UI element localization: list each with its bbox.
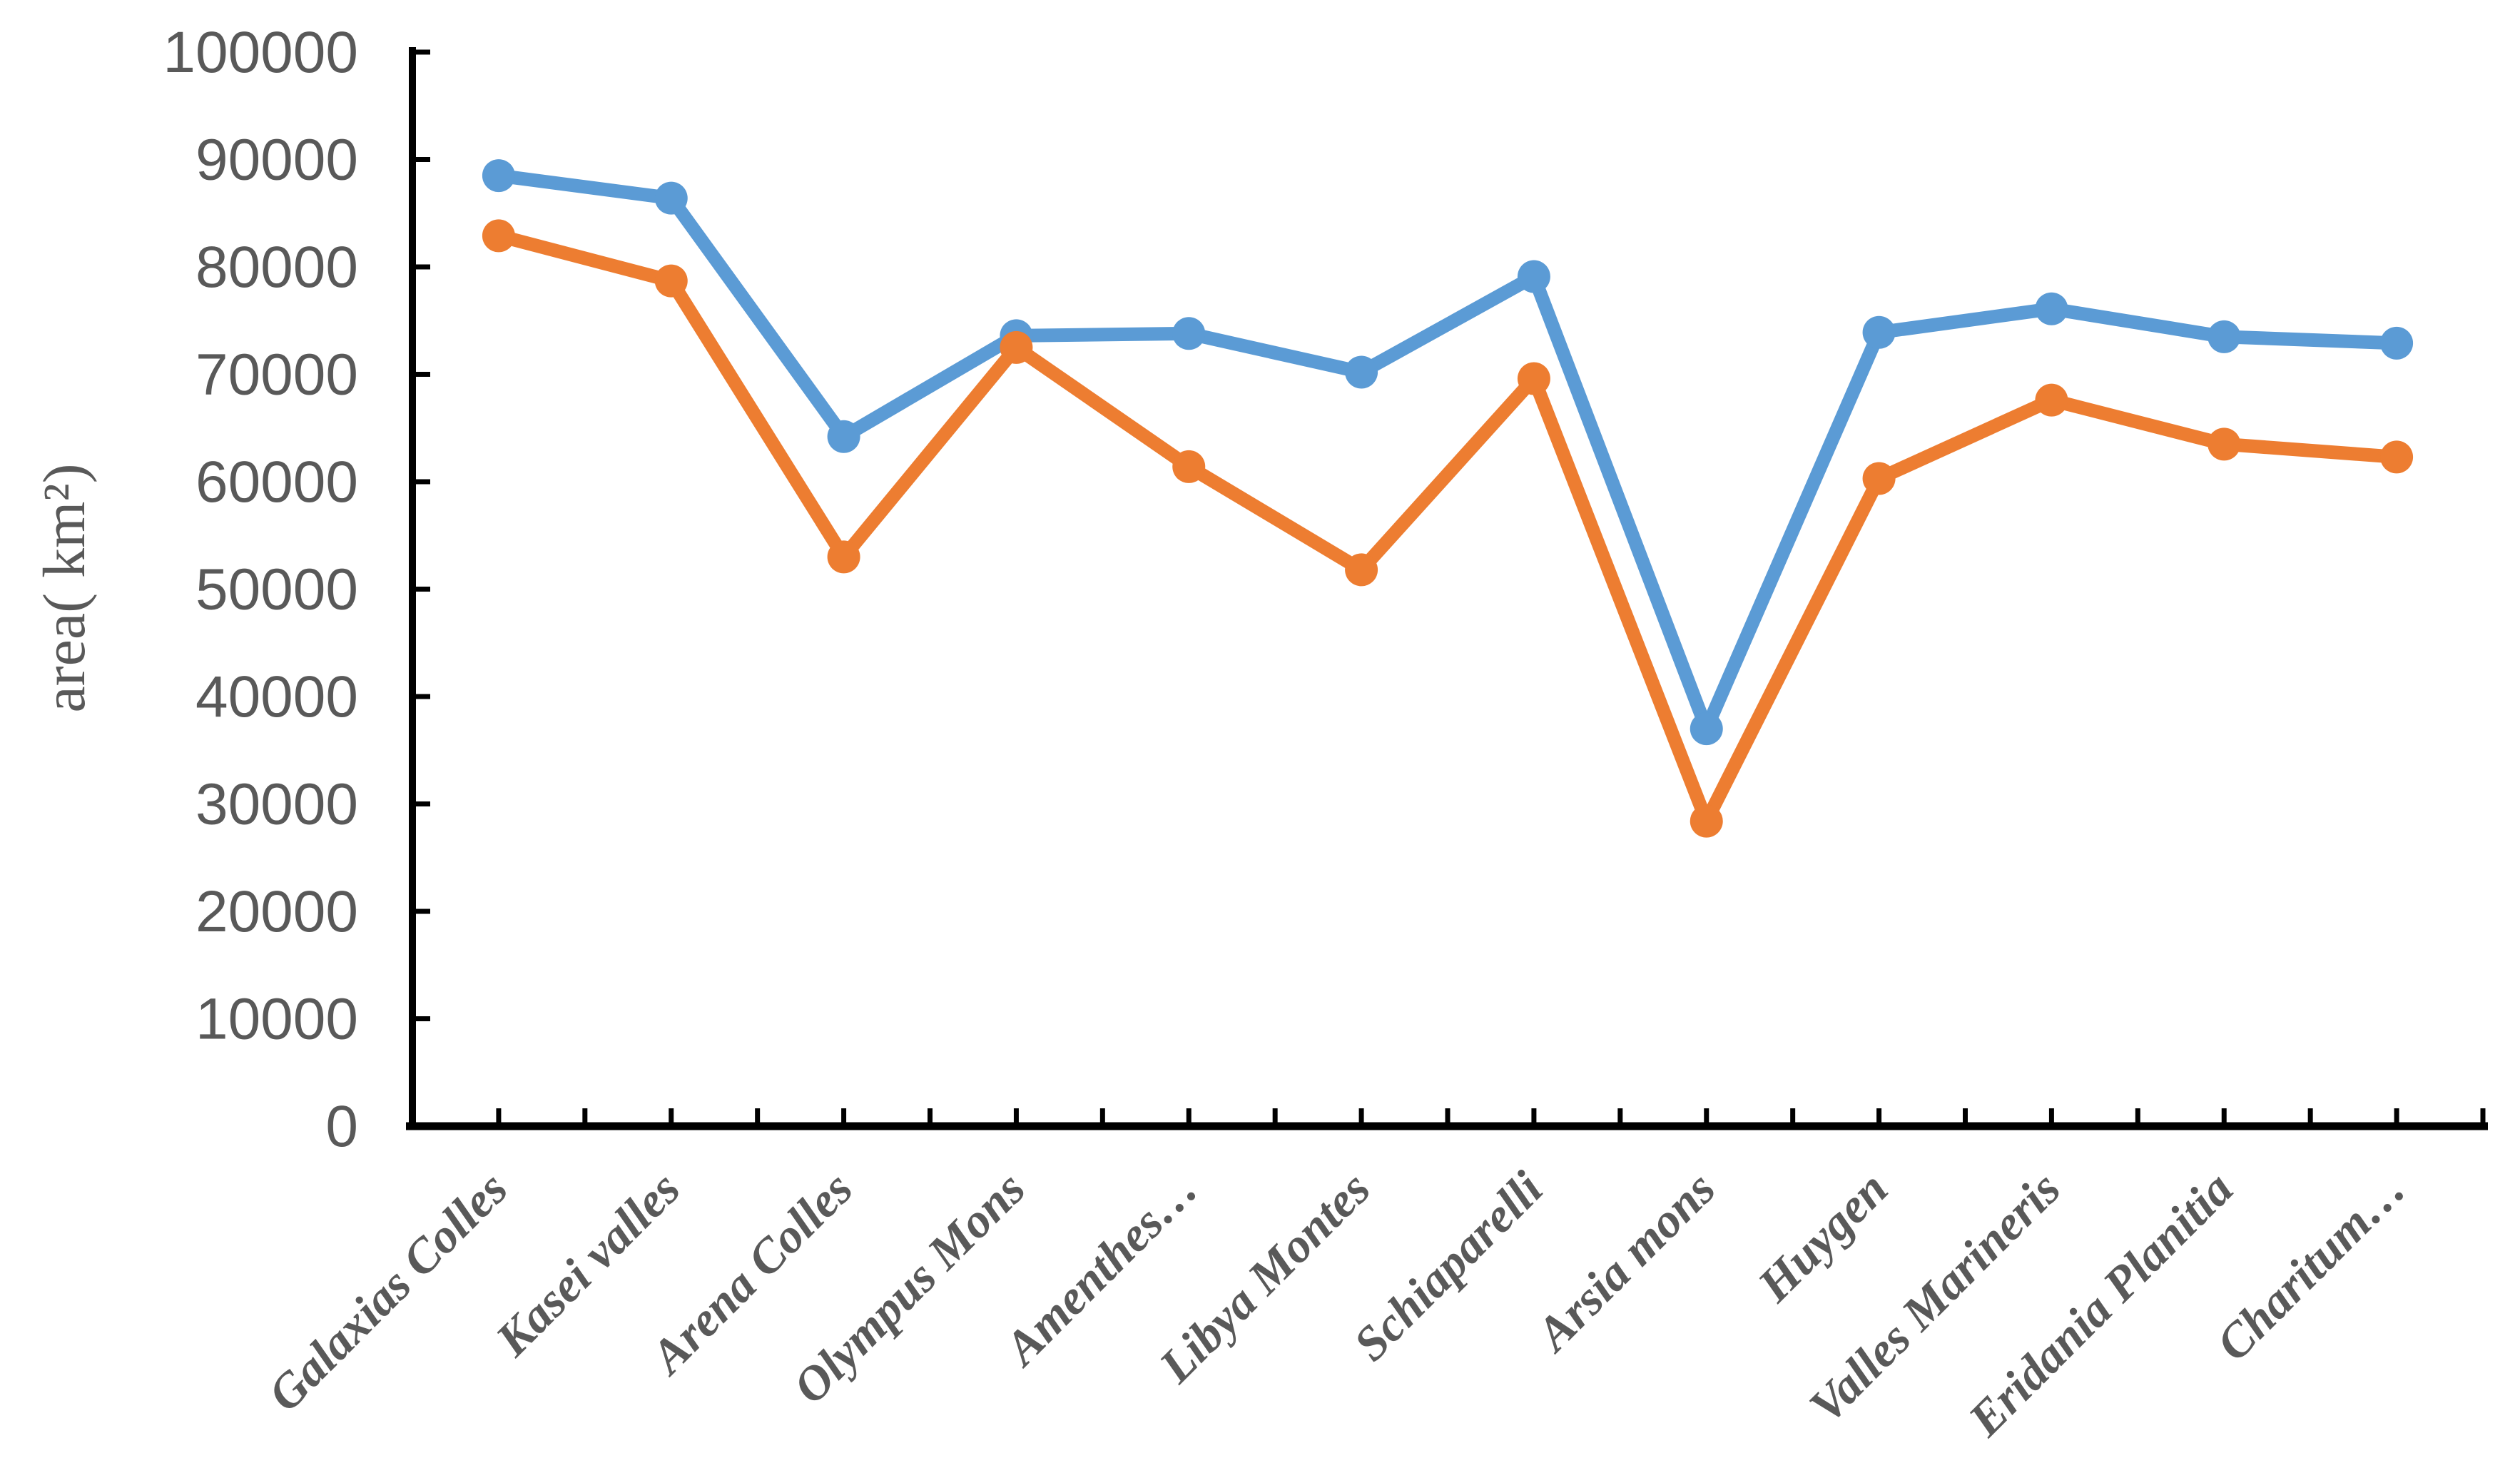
x-axis-label: Galaxias Colles <box>258 1161 518 1422</box>
x-axis-label: Schiaparelli <box>1343 1161 1553 1371</box>
series-blue-point <box>2380 326 2414 360</box>
series-blue-point <box>2207 320 2241 353</box>
y-tick-label: 50000 <box>195 557 358 622</box>
series-orange-line <box>492 228 2404 829</box>
series-blue-point <box>1345 355 1378 389</box>
series-layer <box>482 159 2414 838</box>
y-tick-label: 0 <box>325 1094 358 1159</box>
series-blue-line <box>492 168 2404 736</box>
y-tick-label: 100000 <box>163 20 358 85</box>
x-axis-label: Charitum… <box>2205 1161 2415 1371</box>
y-tick-label: 70000 <box>195 343 358 408</box>
series-orange-point <box>2380 440 2414 474</box>
series-orange-point <box>2035 383 2068 417</box>
y-tick-label: 10000 <box>195 987 358 1052</box>
y-tick-label: 20000 <box>195 879 358 944</box>
series-orange-point <box>827 540 860 574</box>
y-tick-label: 60000 <box>195 450 358 515</box>
series-blue-point <box>1517 260 1550 293</box>
series-orange-point <box>1517 362 1550 395</box>
series-orange-point <box>1000 330 1033 364</box>
series-blue-point <box>482 159 515 193</box>
y-tick-label: 40000 <box>195 664 358 729</box>
series-blue-point <box>1172 317 1206 350</box>
y-axis-tick-labels: 0 10000 20000 30000 40000 50000 60000 70000 8000… <box>163 20 358 1159</box>
series-orange-point <box>1172 450 1206 483</box>
y-axis-title: area( km²) <box>31 463 98 712</box>
y-tick-label: 90000 <box>195 128 358 193</box>
series-orange-point <box>1345 553 1378 587</box>
x-axis-label: Arsia mons <box>1524 1161 1725 1362</box>
y-tick-label: 30000 <box>195 772 358 837</box>
series-blue-point <box>1690 712 1723 746</box>
series-orange-point <box>1690 804 1723 838</box>
series-blue-point <box>1862 315 1896 349</box>
series-orange-point <box>654 264 688 298</box>
series-orange-point <box>482 219 515 253</box>
series-orange-point <box>1862 462 1896 495</box>
series-blue-point <box>827 420 860 453</box>
x-axis-label: Huygen <box>1747 1161 1898 1312</box>
series-blue-point <box>2035 292 2068 325</box>
y-tick-label: 80000 <box>195 235 358 300</box>
series-blue-point <box>654 181 688 215</box>
series-orange-point <box>2207 427 2241 461</box>
